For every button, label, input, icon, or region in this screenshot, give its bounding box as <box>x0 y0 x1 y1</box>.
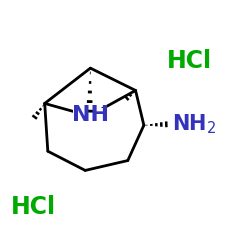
Text: NH: NH <box>72 105 109 125</box>
Text: HCl: HCl <box>11 194 56 218</box>
Text: HCl: HCl <box>167 49 212 73</box>
Text: NH$_2$: NH$_2$ <box>172 112 216 136</box>
Bar <box>73 108 106 122</box>
